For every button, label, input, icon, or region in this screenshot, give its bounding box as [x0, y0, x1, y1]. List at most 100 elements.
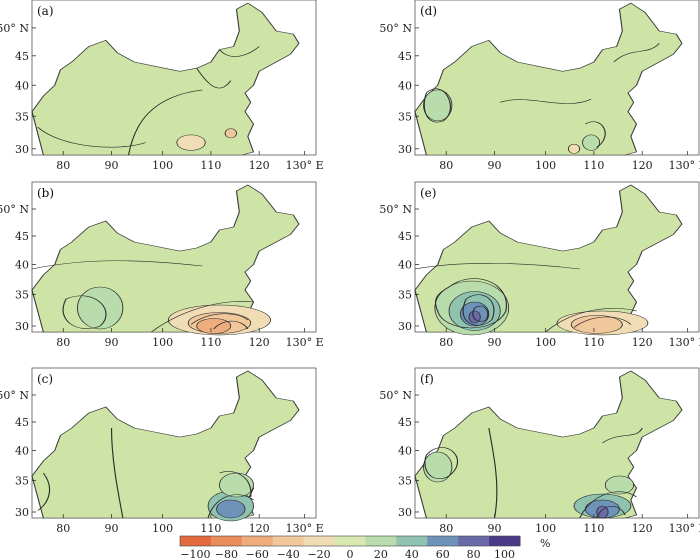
contour-line	[196, 68, 232, 89]
map-panel: (c) 80 90 100 110 120 130° E 50° N 45 40 35 30	[0, 367, 324, 535]
x-tick-label: 120	[632, 159, 653, 172]
anomaly-patch	[196, 318, 232, 334]
anomaly-patch	[216, 499, 246, 519]
x-tick-label: 90	[105, 159, 119, 172]
y-tick-label: 45	[398, 416, 412, 429]
colorbar-swatch	[365, 536, 397, 546]
x-tick-label: 130° E	[286, 522, 324, 535]
y-tick-label: 35	[15, 110, 29, 123]
colorbar-swatch	[396, 536, 428, 546]
contour-line	[613, 43, 660, 63]
land-layer	[414, 184, 683, 336]
x-tick-label: 100	[152, 336, 173, 349]
colorbar-tick-label: 100	[494, 548, 515, 560]
y-tick-label: 30	[15, 506, 29, 519]
contour-line	[596, 506, 626, 519]
x-tick-label: 110	[200, 159, 221, 172]
map-panel: (d) 80 90 100 110 120 130° E 50° N 45 40 35 30	[379, 0, 700, 172]
map-panel: (f) 80 90 100 110 120 130° E 50° N 45 40 35 30	[379, 367, 700, 535]
x-tick-label: 120	[632, 522, 653, 535]
colorbar-ticks: −100 −80 −60 −40 −20 0 20 40 60 80 100	[180, 548, 515, 560]
colorbar-tick-label: 0	[347, 548, 354, 560]
y-tick-label: 30	[398, 506, 412, 519]
contour-line	[37, 472, 51, 511]
contour-line	[472, 305, 489, 322]
contour-line	[462, 294, 495, 326]
anomaly-patch	[224, 128, 237, 139]
contour-line	[423, 88, 452, 123]
contour-line	[499, 98, 592, 104]
panel-label: (a)	[37, 4, 54, 18]
x-tick-label: 80	[439, 522, 453, 535]
x-tick-label: 130° E	[669, 159, 700, 172]
colorbar-swatch	[241, 536, 274, 546]
anomaly-patch	[176, 134, 206, 151]
colorbar-tick-label: 20	[374, 548, 388, 560]
colorbar-border	[179, 535, 521, 547]
contour-line	[219, 471, 252, 498]
anomaly-patch	[423, 451, 453, 483]
panel-label: (c)	[37, 372, 53, 386]
x-tick-label: 110	[200, 522, 221, 535]
x-tick-label: 80	[56, 159, 70, 172]
x-tick-label: 130° E	[669, 336, 700, 349]
colorbar-swatch	[427, 536, 459, 546]
colorbar-tick-label: −60	[246, 548, 269, 560]
colorbar-swatch	[489, 536, 521, 546]
anomaly-patch	[77, 286, 124, 330]
y-tick-label: 35	[15, 289, 29, 302]
x-tick-label: 130° E	[286, 336, 324, 349]
y-tick-label: 50° N	[0, 22, 29, 35]
x-tick-label: 90	[105, 336, 119, 349]
x-tick-label: 80	[56, 522, 70, 535]
colorbar-swatch	[210, 536, 243, 546]
colorbar-tick-label: −40	[277, 548, 300, 560]
y-tick-label: 40	[398, 445, 412, 458]
y-tick-label: 50° N	[0, 389, 29, 402]
y-tick-label: 40	[15, 79, 29, 92]
contour-line	[573, 316, 632, 328]
x-tick-label: 90	[488, 336, 502, 349]
y-tick-label: 45	[398, 50, 412, 63]
anomaly-patch	[570, 315, 623, 334]
land-layer	[414, 2, 683, 156]
x-tick-label: 120	[249, 159, 270, 172]
x-tick-label: 110	[583, 522, 604, 535]
x-tick-label: 100	[535, 336, 556, 349]
y-tick-label: 45	[15, 50, 29, 63]
y-tick-label: 30	[398, 143, 412, 156]
x-tick-label: 120	[249, 522, 270, 535]
y-tick-label: 30	[15, 143, 29, 156]
anomaly-patch	[219, 472, 254, 498]
contour-line	[218, 46, 260, 57]
contour-line	[190, 313, 249, 325]
colorbar-swatch	[334, 536, 366, 546]
contour-line	[213, 320, 249, 330]
y-tick-label: 50° N	[379, 389, 412, 402]
land-layer	[31, 2, 300, 156]
x-tick-label: 110	[583, 336, 604, 349]
y-tick-label: 30	[15, 320, 29, 333]
anomaly-patch	[468, 310, 481, 324]
y-tick-label: 50° N	[0, 203, 29, 216]
contour-line	[31, 260, 203, 270]
country-outline	[31, 2, 300, 156]
colorbar: −100 −80 −60 −40 −20 0 20 40 60 80 100 %	[179, 535, 550, 560]
panel-label: (b)	[37, 186, 54, 200]
contour-line	[488, 427, 498, 519]
panels-layer: (a) 80 90 100 110 120 130° E 50° N 45 40 35 30 (b) 80…	[0, 0, 700, 535]
colorbar-tick-label: −80	[215, 548, 238, 560]
x-tick-label: 80	[439, 159, 453, 172]
y-tick-label: 35	[398, 110, 412, 123]
contour-line	[110, 427, 124, 519]
anomaly-patch	[567, 143, 581, 154]
land-layer	[31, 370, 300, 522]
map-panel: (b) 80 90 100 110 120 130° E 50° N 45 40 35 30	[0, 181, 324, 349]
y-tick-label: 40	[15, 259, 29, 272]
colorbar-tick-label: 60	[436, 548, 450, 560]
y-tick-label: 35	[15, 475, 29, 488]
x-tick-label: 100	[535, 159, 556, 172]
x-tick-label: 120	[632, 336, 653, 349]
y-tick-label: 50° N	[379, 203, 412, 216]
y-tick-label: 35	[398, 289, 412, 302]
